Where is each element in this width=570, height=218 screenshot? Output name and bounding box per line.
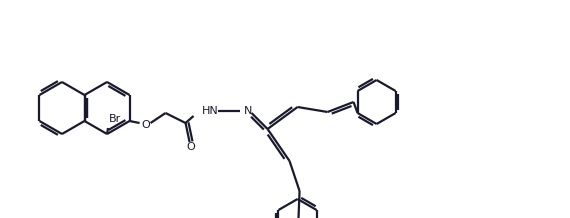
Text: O: O: [186, 142, 195, 152]
Text: Br: Br: [109, 114, 121, 124]
Text: N: N: [243, 106, 252, 116]
Text: O: O: [141, 120, 150, 130]
Text: HN: HN: [202, 106, 218, 116]
